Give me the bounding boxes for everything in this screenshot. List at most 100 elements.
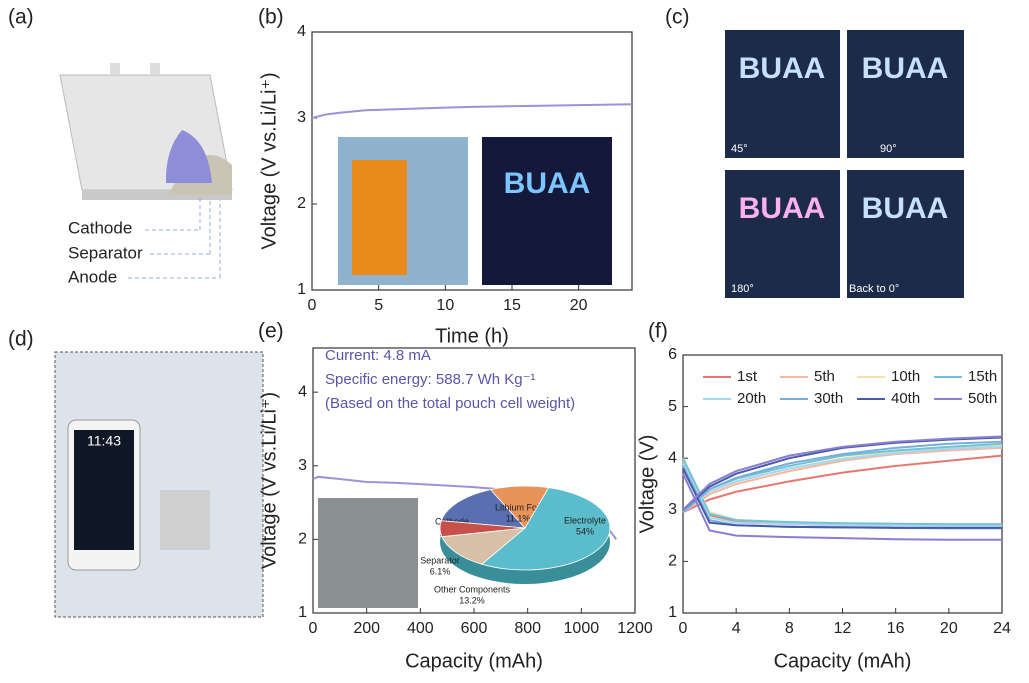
y-tick-label: 3 — [668, 501, 677, 518]
schematic-label: Anode — [68, 267, 117, 286]
y-tick-label: 1 — [298, 604, 307, 621]
pie-value-label: 11.1% — [506, 513, 531, 523]
schematic-label: Cathode — [68, 218, 132, 237]
series-line — [682, 440, 1003, 514]
annotation: (Based on the total pouch cell weight) — [325, 395, 575, 412]
schematic — [59, 63, 233, 279]
y-tick-label: 1 — [668, 604, 677, 621]
y-tick-label: 4 — [668, 449, 677, 466]
x-tick-label: 5 — [374, 297, 383, 314]
y-tick-label: 4 — [297, 23, 306, 40]
y-tick-label: 2 — [298, 531, 307, 548]
annotation: Specific energy: 588.7 Wh Kg⁻¹ — [325, 371, 536, 388]
photo — [847, 170, 964, 298]
y-axis-title: Voltage (V vs.Li/Li⁺) — [258, 72, 280, 249]
photo-sign — [482, 137, 612, 285]
panel-label: (e) — [258, 320, 284, 343]
x-tick-label: 15 — [503, 297, 521, 314]
pie-label: Electrolyte — [564, 515, 606, 525]
panel-label: (f) — [648, 320, 668, 343]
panel-label: (d) — [8, 328, 34, 351]
pie-slice — [440, 489, 526, 529]
y-tick-label: 1 — [297, 281, 306, 298]
series-line — [682, 445, 1003, 514]
angle-label: Back to 0° — [849, 283, 899, 295]
x-axis-title: Time (h) — [435, 325, 509, 347]
x-tick-label: 1200 — [617, 620, 653, 637]
panel-label: (a) — [8, 6, 34, 29]
x-axis-title: Capacity (mAh) — [405, 650, 543, 672]
y-tick-label: 4 — [298, 383, 307, 400]
series-line — [682, 446, 1003, 514]
series-line — [682, 435, 1003, 511]
legend-label: 5th — [814, 368, 835, 385]
x-tick-label: 16 — [887, 620, 905, 637]
x-tick-label: 20 — [940, 620, 958, 637]
phone-screen — [74, 430, 134, 550]
panel-label: (b) — [258, 6, 284, 29]
x-tick-label: 0 — [679, 620, 688, 637]
angle-label: 45° — [731, 143, 748, 155]
pie-slice — [439, 520, 526, 538]
series-line — [682, 457, 1002, 526]
pie-value-label: 6.1% — [430, 566, 451, 576]
pie-slice — [481, 487, 611, 571]
sign-text: BUAA — [739, 52, 826, 85]
x-tick-label: 24 — [993, 620, 1011, 637]
x-tick-label: 1000 — [564, 620, 600, 637]
pie-label: Lithium Foil — [495, 502, 541, 512]
series-line — [682, 454, 1003, 514]
photo — [847, 30, 964, 158]
phone-time: 11:43 — [87, 433, 121, 449]
x-tick-label: 600 — [461, 620, 488, 637]
x-axis-title: Capacity (mAh) — [774, 650, 912, 672]
y-tick-label: 6 — [668, 346, 677, 363]
series-line — [682, 457, 1002, 526]
sign-text: BUAA — [504, 167, 591, 200]
x-tick-label: 12 — [834, 620, 852, 637]
y-tick-label: 5 — [668, 398, 677, 415]
sign-text: BUAA — [739, 192, 826, 225]
y-tick-label: 3 — [298, 457, 307, 474]
pie-value-label: 13.2% — [459, 595, 485, 605]
panel-label: (c) — [665, 6, 690, 29]
sign-text: BUAA — [862, 52, 949, 85]
series-line — [311, 103, 633, 119]
photo — [725, 170, 840, 298]
annotation: Current: 4.8 mA — [325, 347, 431, 364]
x-tick-label: 0 — [309, 620, 318, 637]
y-tick-label: 3 — [297, 109, 306, 126]
y-axis-title: Voltage (V vs.Li/Li⁺) — [258, 392, 280, 569]
x-tick-label: 20 — [570, 297, 588, 314]
legend-label: 50th — [968, 390, 997, 407]
y-tick-label: 2 — [297, 195, 306, 212]
pie-label: Other Components — [434, 584, 511, 594]
series-line — [682, 473, 1002, 541]
series-line — [682, 468, 1002, 529]
photo-balance — [318, 498, 418, 608]
sign-text: BUAA — [862, 192, 949, 225]
photo-meter — [352, 160, 407, 275]
y-axis-title: Voltage (V) — [636, 435, 658, 534]
pie-label: Separator — [420, 555, 460, 565]
x-tick-label: 0 — [308, 297, 317, 314]
pouch-cell — [160, 490, 210, 550]
legend-label: 10th — [891, 368, 920, 385]
legend-label: 40th — [891, 390, 920, 407]
x-tick-label: 200 — [353, 620, 380, 637]
schematic-label: Separator — [68, 243, 143, 262]
pie-slice — [441, 527, 527, 565]
legend-label: 1st — [737, 368, 758, 385]
x-tick-label: 8 — [785, 620, 794, 637]
legend-label: 30th — [814, 390, 843, 407]
x-tick-label: 400 — [407, 620, 434, 637]
series-line — [682, 436, 1003, 511]
photo — [725, 30, 840, 158]
plot-frame — [311, 31, 633, 291]
angle-label: 90° — [880, 143, 897, 155]
x-tick-label: 4 — [732, 620, 741, 637]
x-tick-label: 800 — [514, 620, 541, 637]
x-tick-label: 10 — [436, 297, 454, 314]
angle-label: 180° — [731, 283, 754, 295]
